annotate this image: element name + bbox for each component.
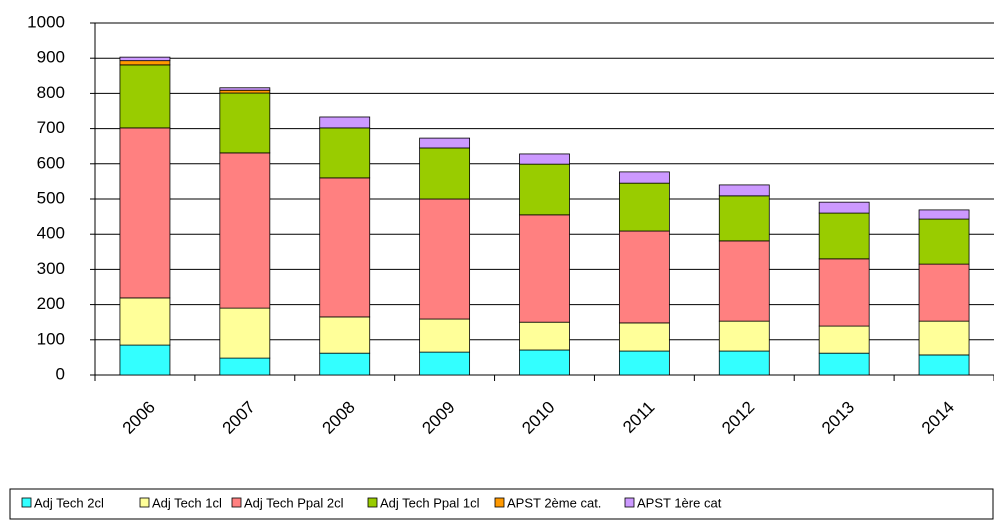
- bar-segment: [718, 240, 770, 322]
- legend-swatch: [231, 497, 242, 508]
- bar-segment: [718, 320, 770, 352]
- bar-segment: [119, 344, 171, 376]
- bar-segment: [319, 352, 371, 376]
- legend-label: APST 1ère cat: [637, 495, 722, 510]
- legend-label: Adj Tech Ppal 2cl: [244, 495, 344, 510]
- x-tick-label: 2010: [518, 398, 558, 438]
- legend-swatch: [139, 497, 150, 508]
- bar-segment: [419, 147, 471, 200]
- bar-segment: [219, 307, 271, 359]
- bar-segment: [918, 263, 970, 322]
- bar-segment: [918, 218, 970, 265]
- y-tick-label: 0: [56, 364, 65, 383]
- bar-segment: [219, 89, 271, 94]
- bar-segment: [718, 350, 770, 376]
- bar-segment: [818, 352, 870, 376]
- bar-segment: [319, 316, 371, 354]
- legend-swatch: [21, 497, 32, 508]
- y-tick-label: 800: [37, 83, 65, 102]
- bar-segment: [319, 177, 371, 318]
- bar-segment: [718, 184, 770, 197]
- y-tick-label: 100: [37, 329, 65, 348]
- bar-segment: [618, 322, 670, 352]
- bar-segment: [918, 320, 970, 356]
- y-tick-label: 200: [37, 294, 65, 313]
- bar-segment: [618, 182, 670, 232]
- bar-segment: [818, 201, 870, 214]
- bar-segment: [119, 297, 171, 346]
- legend-label: Adj Tech Ppal 1cl: [380, 495, 480, 510]
- bar-segment: [918, 209, 970, 220]
- bar-segment: [119, 56, 171, 62]
- bar-segment: [119, 60, 171, 66]
- y-tick-label: 600: [37, 153, 65, 172]
- x-tick-label: 2014: [918, 398, 958, 438]
- bar-segment: [618, 350, 670, 376]
- legend-label: Adj Tech 2cl: [34, 495, 104, 510]
- bar-segment: [219, 152, 271, 309]
- bar-segment: [319, 127, 371, 179]
- bar-segment: [718, 195, 770, 242]
- y-tick-label: 700: [37, 118, 65, 137]
- y-tick-label: 900: [37, 48, 65, 67]
- bar-segment: [519, 214, 570, 323]
- bar-segment: [119, 64, 171, 129]
- x-tick-label: 2011: [619, 398, 658, 437]
- bar-segment: [219, 92, 271, 154]
- bar-segment: [419, 137, 471, 149]
- bar-segment: [618, 230, 670, 324]
- x-tick-label: 2013: [818, 398, 858, 438]
- x-tick-label: 2007: [219, 398, 259, 438]
- x-tick-label: 2006: [119, 398, 159, 438]
- legend-swatch: [624, 497, 635, 508]
- x-tick-label: 2009: [418, 398, 458, 438]
- bar-segment: [818, 258, 870, 327]
- legend-swatch: [494, 497, 505, 508]
- bar-segment: [519, 153, 570, 165]
- x-tick-label: 2008: [319, 398, 359, 438]
- bar-segment: [119, 127, 171, 299]
- x-tick-label: 2012: [718, 398, 758, 438]
- bar-segment: [818, 212, 870, 260]
- bar-segment: [219, 87, 271, 91]
- legend-label: Adj Tech 1cl: [152, 495, 222, 510]
- legend-swatch: [367, 497, 378, 508]
- bar-segment: [519, 349, 570, 376]
- bar-segment: [319, 116, 371, 129]
- y-tick-label: 500: [37, 188, 65, 207]
- y-tick-label: 1000: [27, 12, 65, 31]
- bar-segment: [519, 321, 570, 351]
- y-tick-label: 400: [37, 224, 65, 243]
- bar-segment: [818, 325, 870, 354]
- y-tick-label: 300: [37, 259, 65, 278]
- bar-segment: [419, 318, 471, 353]
- bar-segment: [419, 351, 471, 376]
- bar-segment: [219, 357, 271, 376]
- bar-segment: [918, 354, 970, 376]
- legend-label: APST 2ème cat.: [507, 495, 601, 510]
- bar-segment: [419, 198, 471, 320]
- legend: Adj Tech 2cl Adj Tech 1cl Adj Tech Ppal 2c…: [21, 495, 722, 510]
- bar-segment: [519, 163, 570, 216]
- bar-segment: [618, 171, 670, 184]
